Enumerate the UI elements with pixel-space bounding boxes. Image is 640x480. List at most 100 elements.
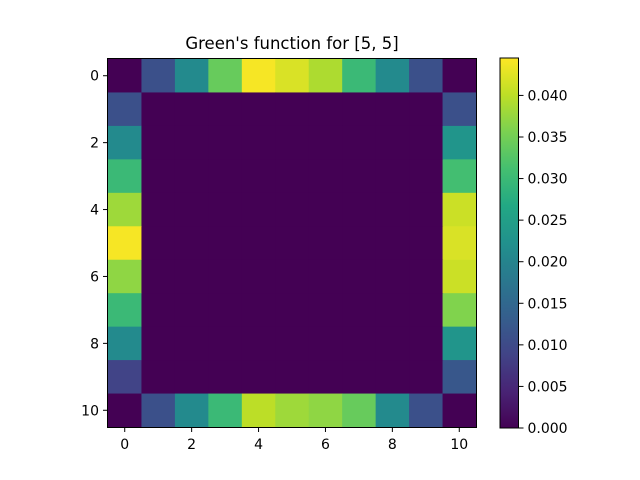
heatmap-cell (375, 293, 410, 328)
heatmap-cell (308, 393, 343, 428)
heatmap-cell (308, 226, 343, 261)
heatmap-cell (375, 192, 410, 227)
colorbar-tick-label: 0.035 (528, 130, 568, 146)
heatmap-cell (342, 393, 377, 428)
heatmap-cell (442, 393, 477, 428)
chart-title: Green's function for [5, 5] (185, 34, 398, 53)
heatmap-cell (342, 293, 377, 328)
heatmap-cell (108, 326, 143, 361)
heatmap-cell (241, 393, 276, 428)
heatmap-cell (308, 125, 343, 160)
colorbar-tick-label: 0.010 (528, 338, 568, 354)
heatmap-cell (442, 59, 477, 94)
heatmap-cell (375, 360, 410, 395)
heatmap-cell (174, 125, 209, 160)
heatmap-frame (107, 58, 477, 428)
heatmap-cell (241, 259, 276, 294)
heatmap-cell (141, 226, 176, 261)
heatmap-cell (108, 393, 143, 428)
heatmap-cell (174, 59, 209, 94)
heatmap-cell (409, 125, 444, 160)
colorbar-tick-label: 0.030 (528, 172, 568, 188)
heatmap-cell (208, 92, 243, 127)
heatmap-cell (442, 92, 477, 127)
heatmap-cell (208, 360, 243, 395)
x-tick-label: 6 (321, 437, 330, 453)
heatmap-cell (375, 125, 410, 160)
heatmap-cell (375, 159, 410, 194)
heatmap-cell (174, 360, 209, 395)
colorbar-tick-label: 0.040 (528, 88, 568, 104)
heatmap-cell (308, 259, 343, 294)
heatmap-cell (409, 393, 444, 428)
heatmap-cell (174, 159, 209, 194)
heatmap-cell (275, 360, 310, 395)
heatmap-cell (275, 293, 310, 328)
heatmap-cell (275, 125, 310, 160)
heatmap-cell (308, 92, 343, 127)
heatmap-cell (375, 393, 410, 428)
heatmap-cell (409, 293, 444, 328)
heatmap-cell (342, 326, 377, 361)
x-tick-label: 10 (450, 437, 468, 453)
heatmap-cell (208, 259, 243, 294)
x-tick-label: 8 (388, 437, 397, 453)
heatmap-cell (174, 226, 209, 261)
heatmap-cell (241, 59, 276, 94)
heatmap-cell (108, 293, 143, 328)
y-tick-label: 0 (90, 69, 99, 85)
heatmap-cell (342, 226, 377, 261)
heatmap-cell (409, 226, 444, 261)
heatmap-cell (141, 59, 176, 94)
heatmap-cell (375, 259, 410, 294)
heatmap-cell (141, 293, 176, 328)
heatmap-cell (208, 293, 243, 328)
heatmap-cell (141, 259, 176, 294)
heatmap-cell (308, 159, 343, 194)
x-tick-label: 4 (254, 437, 263, 453)
heatmap-cell (108, 92, 143, 127)
heatmap-cell (275, 159, 310, 194)
heatmap-cell (275, 326, 310, 361)
colorbar-tick-label: 0.020 (528, 255, 568, 271)
heatmap-cell (275, 393, 310, 428)
heatmap-cell (241, 360, 276, 395)
heatmap-cell (375, 226, 410, 261)
heatmap-cell (174, 92, 209, 127)
heatmap-cell (208, 125, 243, 160)
heatmap-cell (108, 259, 143, 294)
heatmap-cell (442, 125, 477, 160)
heatmap-cell (208, 393, 243, 428)
heatmap-cell (141, 326, 176, 361)
y-tick-label: 4 (90, 203, 99, 219)
heatmap-cell (442, 293, 477, 328)
y-tick-label: 2 (90, 136, 99, 152)
heatmap-cell (208, 192, 243, 227)
heatmap-cell (342, 92, 377, 127)
heatmap-cell (241, 92, 276, 127)
heatmap-cells (108, 59, 477, 428)
heatmap-cell (308, 293, 343, 328)
heatmap-cell (141, 92, 176, 127)
heatmap-cell (409, 326, 444, 361)
heatmap-cell (241, 192, 276, 227)
heatmap-cell (409, 92, 444, 127)
heatmap-cell (342, 125, 377, 160)
heatmap-cell (141, 125, 176, 160)
colorbar (499, 57, 519, 429)
heatmap-cell (442, 226, 477, 261)
heatmap-cell (375, 326, 410, 361)
heatmap-cell (208, 159, 243, 194)
heatmap-cell (174, 293, 209, 328)
heatmap-cell (108, 192, 143, 227)
heatmap-cell (208, 226, 243, 261)
heatmap-cell (141, 393, 176, 428)
x-tick-label: 0 (120, 437, 129, 453)
y-tick-label: 8 (90, 336, 99, 352)
heatmap-cell (141, 159, 176, 194)
colorbar-tick-label: 0.015 (528, 296, 568, 312)
heatmap-cell (409, 59, 444, 94)
heatmap-cell (409, 192, 444, 227)
heatmap-cell (108, 226, 143, 261)
